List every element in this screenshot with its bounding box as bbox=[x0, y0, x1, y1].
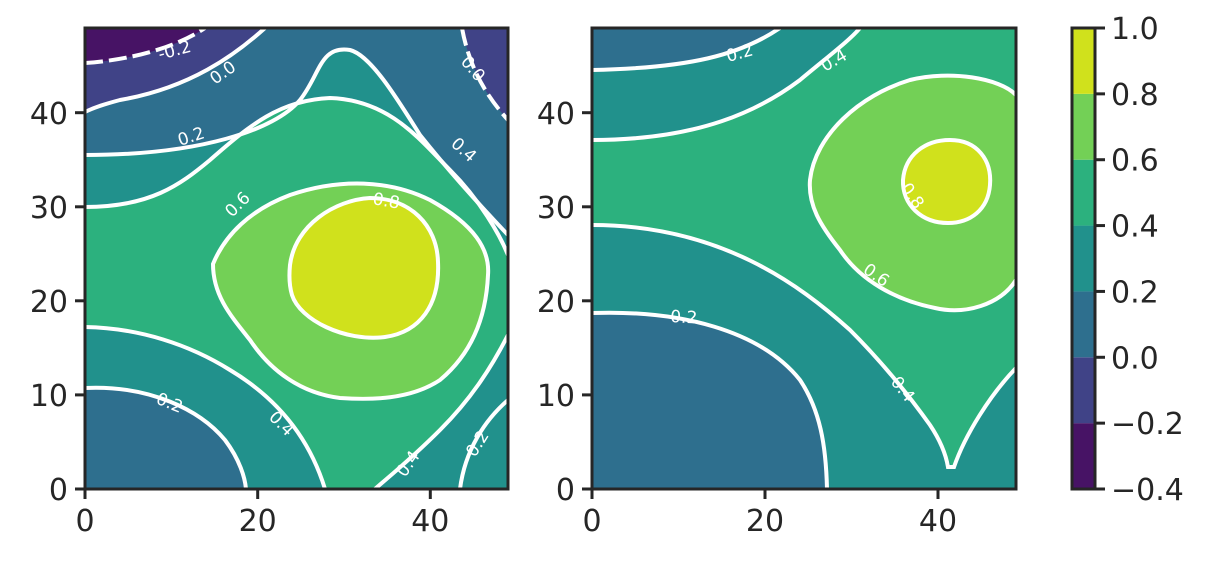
y-tick-label: 40 bbox=[537, 97, 575, 132]
left-filled-contours: -0.2 0.0 0.0 0.2 0.4 0.6 0.8 0.2 0.4 0.4… bbox=[85, 28, 508, 489]
x-tick-label: 0 bbox=[75, 504, 94, 539]
left-contour-panel: -0.2 0.0 0.0 0.2 0.4 0.6 0.8 0.2 0.4 0.4… bbox=[30, 26, 510, 539]
colorbar-ticks: 1.0 0.8 0.6 0.4 0.2 0.0 −0.2 −0.4 bbox=[1095, 12, 1184, 508]
y-tick-label: 0 bbox=[49, 473, 68, 508]
right-contour-lines bbox=[592, 28, 1016, 489]
colorbar-tick-label: −0.2 bbox=[1111, 407, 1184, 442]
right-band-0.2-top bbox=[592, 28, 780, 70]
y-tick-label: 10 bbox=[537, 379, 575, 414]
right-y-ticks bbox=[582, 111, 592, 491]
left-y-ticks bbox=[75, 111, 85, 491]
contour-label: 0.2 bbox=[670, 307, 698, 328]
left-contour-lines bbox=[85, 28, 508, 489]
right-band-0.0-bottom bbox=[592, 312, 827, 489]
x-tick-label: 40 bbox=[411, 504, 449, 539]
y-tick-label: 20 bbox=[30, 285, 68, 320]
y-tick-label: 10 bbox=[30, 379, 68, 414]
colorbar-band bbox=[1072, 357, 1095, 424]
colorbar-band bbox=[1072, 159, 1095, 226]
colorbar: 1.0 0.8 0.6 0.4 0.2 0.0 −0.2 −0.4 bbox=[1070, 12, 1184, 508]
left-x-ticks bbox=[83, 489, 432, 499]
colorbar-tick-label: 1.0 bbox=[1111, 12, 1159, 47]
colorbar-tick-label: 0.4 bbox=[1111, 210, 1159, 245]
y-tick-label: 30 bbox=[537, 191, 575, 226]
left-band-neg0.2 bbox=[85, 28, 205, 63]
right-x-ticks bbox=[590, 489, 940, 499]
colorbar-band bbox=[1072, 93, 1095, 160]
x-tick-label: 20 bbox=[746, 504, 784, 539]
x-tick-label: 0 bbox=[582, 504, 601, 539]
contour-label: 0.8 bbox=[371, 189, 401, 213]
colorbar-bands bbox=[1072, 28, 1095, 489]
x-tick-label: 40 bbox=[919, 504, 957, 539]
y-tick-label: 30 bbox=[30, 191, 68, 226]
colorbar-band bbox=[1072, 225, 1095, 292]
left-band-0.8 bbox=[289, 198, 439, 338]
y-tick-label: 0 bbox=[556, 473, 575, 508]
colorbar-band bbox=[1072, 28, 1095, 94]
colorbar-tick-label: 0.8 bbox=[1111, 78, 1159, 113]
colorbar-tick-label: 0.6 bbox=[1111, 144, 1159, 179]
left-axes-frame bbox=[83, 26, 510, 491]
right-filled-contours: 0.2 0.4 0.8 0.6 0.2 0.4 bbox=[592, 28, 1016, 489]
colorbar-frame bbox=[1070, 26, 1097, 491]
x-tick-label: 20 bbox=[239, 504, 277, 539]
right-contour-panel: 0.2 0.4 0.8 0.6 0.2 0.4 0 20 40 0 10 20 bbox=[537, 26, 1018, 539]
y-tick-label: 40 bbox=[30, 97, 68, 132]
colorbar-tick-label: 0.2 bbox=[1111, 275, 1159, 310]
colorbar-tick-label: −0.4 bbox=[1111, 473, 1184, 508]
colorbar-band bbox=[1072, 291, 1095, 358]
right-axes-frame bbox=[590, 26, 1018, 491]
colorbar-band bbox=[1072, 423, 1095, 489]
left-band-0.0-topright bbox=[462, 28, 508, 120]
y-tick-label: 20 bbox=[537, 285, 575, 320]
left-band-0.2-bottom bbox=[85, 387, 246, 489]
colorbar-tick-label: 0.0 bbox=[1111, 341, 1159, 376]
right-band-0.8 bbox=[902, 140, 991, 223]
